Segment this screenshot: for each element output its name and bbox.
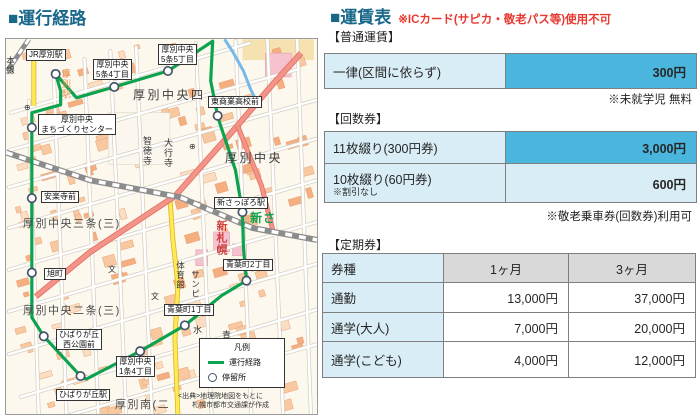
district-label: 厚別南(二 — [115, 399, 171, 411]
header-cell: 3ヶ月 — [568, 253, 696, 283]
fare-label-cell: 一律(区間に依らず) — [324, 53, 506, 89]
place-label: サンピ — [190, 270, 201, 299]
route-map: JR厚別駅 厚別中央 5条4丁目 厚別中央 5条5丁目 東商業高校前 厚別中央 … — [5, 38, 318, 415]
stop-label: JR厚別駅 — [26, 49, 66, 61]
map-symbol-icon: ⊕ — [189, 142, 196, 151]
fare-value-cell: 3,000円 — [505, 131, 697, 164]
section-coupon-ticket: 【回数券】 — [328, 112, 389, 126]
table-row: 通学(こども) 4,000円 12,000円 — [322, 341, 696, 378]
fare-value-cell: 300円 — [505, 53, 697, 89]
price-cell: 7,000円 — [443, 312, 569, 342]
section-commuter-pass: 【定期券】 — [328, 238, 389, 252]
pass-type-cell: 通学(こども) — [322, 341, 444, 378]
river — [223, 39, 259, 104]
bus-stop-marker — [237, 207, 248, 218]
district-label: 厚別中央二条(三) — [23, 305, 121, 317]
district-label: 厚別中央四 — [133, 88, 206, 102]
bus-stop-marker — [75, 371, 86, 382]
legend-title: 凡例 — [234, 343, 250, 352]
table-row: 10枚綴り(60円券) ※割引なし 600円 — [324, 163, 697, 203]
stop-label: 厚別中央 まちづくりセンター — [38, 114, 116, 136]
stop-label: 厚別中央 5条4丁目 — [93, 59, 132, 81]
bus-stop-marker — [50, 68, 61, 79]
legend-route-label: 運行経路 — [229, 358, 261, 367]
fare-label-cell: 11枚綴り(300円券) — [324, 131, 506, 164]
bus-stop-marker — [135, 346, 146, 357]
bus-stop-marker — [26, 267, 37, 278]
fare-table-title: ■運賃表 — [330, 8, 392, 27]
station-label: 厚別駅 — [61, 69, 71, 99]
header-cell: 券種 — [322, 253, 444, 283]
stop-marker-sample — [208, 373, 217, 382]
school-icon: 文 — [108, 265, 116, 274]
bus-stop-marker — [26, 122, 37, 133]
stop-label: 新さっぽろ駅 — [214, 197, 268, 209]
table-row: 通学(大人) 7,000円 20,000円 — [322, 312, 696, 342]
stop-label: ひばりが丘駅 — [56, 389, 110, 401]
stop-label: 東商業高校前 — [208, 96, 262, 108]
table-row: 11枚綴り(300円券) 3,000円 — [324, 131, 697, 164]
bus-stop-marker — [162, 65, 173, 77]
table-row: 一律(区間に依らず) 300円 — [324, 53, 697, 89]
route-line-sample — [208, 361, 224, 364]
fare-label-cell: 10枚綴り(60円券) ※割引なし — [324, 163, 506, 203]
stop-label: 青葉町1丁目 — [164, 304, 215, 316]
senior-pass-note: ※敬老乗車券(回数券)利用可 — [546, 211, 692, 223]
stop-label: ひばりが丘 西公園前 — [56, 329, 102, 351]
stop-label: 厚別中央 5条5丁目 — [158, 44, 197, 66]
table-header-row: 券種 1ヶ月 3ヶ月 — [322, 253, 696, 283]
commuter-pass-table: 券種 1ヶ月 3ヶ月 通勤 13,000円 37,000円 通学(大人) 7,0… — [322, 253, 696, 378]
place-label: 新札幌 — [215, 220, 227, 256]
temple-label: 大行寺 — [163, 138, 173, 168]
preschool-note: ※未就学児 無料 — [608, 94, 692, 106]
discount-note: ※割引なし — [333, 186, 379, 197]
pass-type-cell: 通勤 — [322, 282, 444, 313]
route-map-title: ■運行経路 — [8, 9, 87, 28]
stop-label: 安楽寺前 — [41, 191, 79, 203]
bus-stop-marker — [241, 275, 252, 286]
railway-layer — [6, 39, 317, 243]
place-label: 体育館 — [175, 261, 186, 290]
section-basic-fare: 【普通運賃】 — [328, 30, 401, 44]
price-cell: 13,000円 — [443, 282, 569, 313]
bus-stop-markers — [26, 65, 252, 382]
district-label: 厚別中央三条(三) — [23, 218, 121, 230]
bus-stop-marker — [109, 81, 120, 92]
stop-label: 旭町 — [44, 268, 66, 280]
map-attribution: <出典>地理院地図をもとに 札幌市都市交通課が作成 — [178, 393, 269, 410]
stop-label: 青葉町2丁目 — [223, 259, 274, 271]
ic-card-warning: ※ICカード(サピカ・敬老パス等)使用不可 — [398, 14, 612, 26]
pass-type-cell: 通学(大人) — [322, 312, 444, 342]
station-label-green: 新さ — [250, 211, 277, 225]
bus-stop-marker — [179, 320, 190, 331]
bus-stop-marker — [212, 110, 223, 121]
main-roads — [33, 51, 304, 299]
price-cell: 37,000円 — [568, 282, 696, 313]
temple-label: 智徳寺 — [142, 136, 152, 166]
price-cell: 4,000円 — [443, 341, 569, 378]
fare-value-cell: 600円 — [505, 163, 697, 203]
header-cell: 1ヶ月 — [443, 253, 569, 283]
coupon-ticket-table: 11枚綴り(300円券) 3,000円 10枚綴り(60円券) ※割引なし 60… — [324, 131, 697, 203]
bus-route-line — [30, 39, 249, 381]
map-symbol-icon: ⊕ — [24, 103, 31, 112]
bus-stop-marker — [26, 193, 37, 204]
basic-fare-table: 一律(区間に依らず) 300円 — [324, 53, 697, 89]
railline-label: 本線 — [5, 56, 16, 75]
legend-stop-label: 停留所 — [222, 373, 246, 382]
place-label: 水 — [193, 325, 203, 335]
price-cell: 12,000円 — [568, 341, 696, 378]
map-legend: 凡例 運行経路 停留所 — [199, 338, 285, 388]
stop-label: 厚別中央 1条4丁目 — [116, 356, 155, 378]
price-cell: 20,000円 — [568, 312, 696, 342]
district-label: 厚別中央 — [225, 151, 284, 165]
school-icon: 文 — [151, 292, 159, 301]
bus-stop-marker — [38, 331, 49, 342]
yellow-roads — [31, 56, 181, 414]
fare-title-bar: ■運賃表 ※ICカード(サピカ・敬老パス等)使用不可 — [330, 3, 611, 28]
place-label: 青 — [222, 330, 232, 340]
table-row: 通勤 13,000円 37,000円 — [322, 282, 696, 313]
